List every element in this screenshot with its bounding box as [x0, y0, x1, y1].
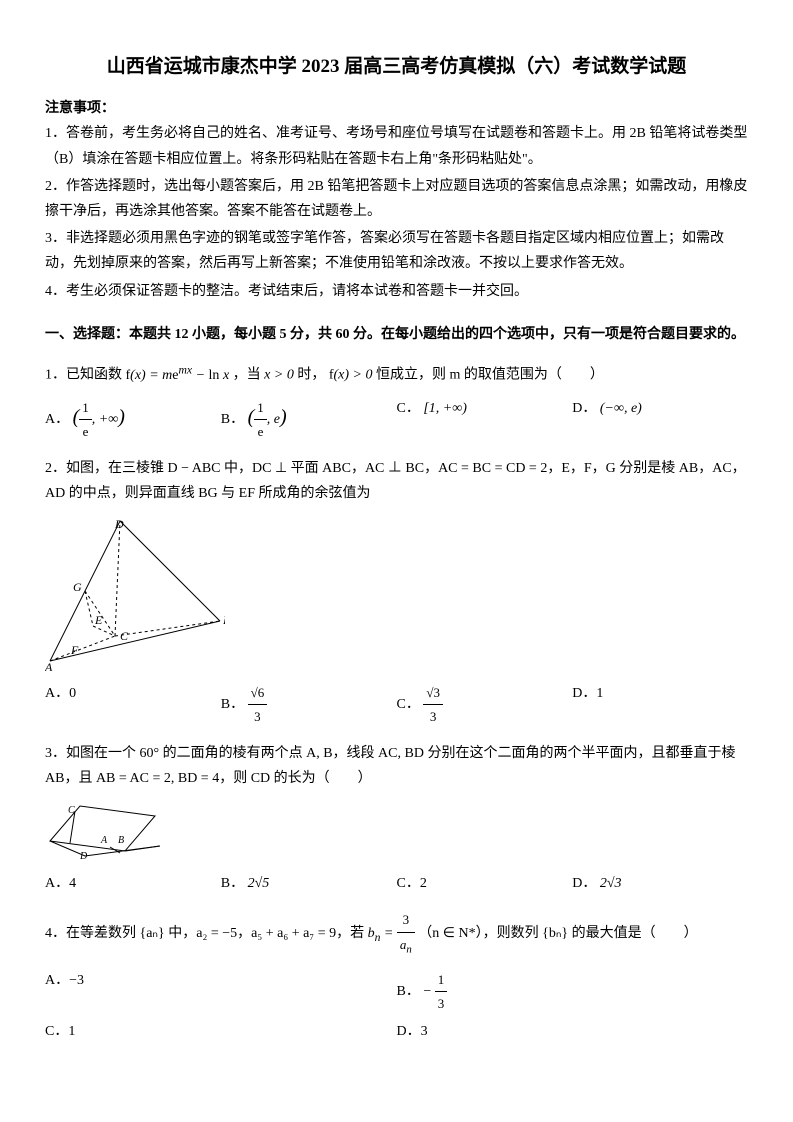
- section-header: 一、选择题：本题共 12 小题，每小题 5 分，共 60 分。在每小题给出的四个…: [45, 322, 748, 347]
- option-content: (: [73, 406, 80, 428]
- q2-options: A．0 B． √63 C． √33 D．1: [45, 681, 748, 729]
- option-content: [1, +∞): [423, 401, 467, 416]
- label-b: B: [223, 613, 225, 627]
- label-b: B: [118, 835, 124, 846]
- option-label: B．: [397, 984, 420, 999]
- label-c: C: [120, 629, 129, 643]
- q4-text: 4．在等差数列 {aₙ} 中，a₂ = −5，a₅ + a₆ + a₇ = 9，…: [45, 926, 368, 941]
- option-b: B． (1e, e): [221, 396, 397, 444]
- question-1: 1．已知函数 f(x) = memx − ln x ，当 x > 0 时， f(…: [45, 359, 748, 388]
- label-c: C: [68, 805, 75, 816]
- option-c: C． √33: [397, 681, 573, 729]
- edge-cd: [115, 521, 120, 636]
- option-label: B．: [221, 876, 244, 891]
- option-c: C． [1, +∞): [397, 396, 573, 444]
- label-d: D: [114, 517, 124, 531]
- option-c: C．2: [397, 871, 573, 896]
- option-content: 2√3: [600, 876, 622, 891]
- option-a: A． (1e, +∞): [45, 396, 221, 444]
- plane-2-edge2: [125, 846, 160, 851]
- option-c: C．1: [45, 1019, 397, 1044]
- option-label: D．: [572, 401, 596, 416]
- notice-item: 4．考生必须保证答题卡的整洁。考试结束后，请将本试卷和答题卡一并交回。: [45, 279, 748, 304]
- option-label: B．: [221, 697, 244, 712]
- q1-formula: f(x) > 0: [329, 368, 373, 383]
- dihedral-figure: C A B D: [45, 801, 160, 861]
- option-d: D．1: [572, 681, 748, 729]
- notice-item: 3．非选择题必须用黑色字迹的钢笔或签字笔作答，答案必须写在答题卡各题目指定区域内…: [45, 226, 748, 276]
- q2-figure: A B C D E F G: [45, 516, 748, 671]
- q4-options: A．−3 B． − 13 C．1 D．3: [45, 968, 748, 1049]
- q1-text: 时，: [297, 368, 325, 383]
- option-content: 2√5: [248, 876, 270, 891]
- question-2: 2．如图，在三棱锥 D − ABC 中，DC ⊥ 平面 ABC，AC ⊥ BC，…: [45, 456, 748, 506]
- q1-text: 恒成立，则 m 的取值范围为（ ）: [376, 368, 604, 383]
- option-content: (−∞, e): [600, 401, 642, 416]
- label-g: G: [73, 580, 82, 594]
- option-label: C．: [397, 401, 420, 416]
- option-a: A．−3: [45, 968, 397, 1016]
- q1-formula: f(x) = memx − ln x: [126, 368, 230, 383]
- option-minus: −: [423, 984, 431, 999]
- question-4: 4．在等差数列 {aₙ} 中，a₂ = −5，a₅ + a₆ + a₇ = 9，…: [45, 908, 748, 959]
- label-e: E: [94, 613, 103, 627]
- label-f: F: [70, 643, 79, 657]
- exam-title: 山西省运城市康杰中学 2023 届高三高考仿真模拟（六）考试数学试题: [45, 50, 748, 84]
- q3-figure: C A B D: [45, 801, 748, 861]
- option-d: D．3: [397, 1019, 749, 1044]
- option-a: A．0: [45, 681, 221, 729]
- notice-item: 2．作答选择题时，选出每小题答案后，用 2B 铅笔把答题卡上对应题目选项的答案信…: [45, 174, 748, 224]
- option-d: D． 2√3: [572, 871, 748, 896]
- q1-formula: x > 0: [264, 368, 294, 383]
- option-label: B．: [221, 412, 244, 427]
- option-label: D．: [572, 876, 596, 891]
- label-a: A: [45, 660, 53, 671]
- label-d: D: [79, 851, 88, 861]
- option-label: A．: [45, 412, 69, 427]
- notice-item: 1．答卷前，考生务必将自己的姓名、准考证号、考场号和座位号填写在试题卷和答题卡上…: [45, 121, 748, 171]
- notice-header: 注意事项：: [45, 96, 748, 121]
- label-a: A: [100, 835, 108, 846]
- option-b: B． √63: [221, 681, 397, 729]
- option-label: C．: [397, 697, 420, 712]
- edge-bd: [120, 521, 220, 621]
- q3-options: A．4 B． 2√5 C．2 D． 2√3: [45, 871, 748, 896]
- option-b: B． − 13: [397, 968, 749, 1016]
- option-a: A．4: [45, 871, 221, 896]
- tetrahedron-figure: A B C D E F G: [45, 516, 225, 671]
- question-3: 3．如图在一个 60° 的二面角的棱有两个点 A, B，线段 AC, BD 分别…: [45, 741, 748, 791]
- q1-text: 1．已知函数: [45, 368, 126, 383]
- q4-text: （n ∈ N*），则数列 {bₙ} 的最大值是（ ）: [418, 926, 697, 941]
- q1-options: A． (1e, +∞) B． (1e, e) C． [1, +∞) D． (−∞…: [45, 396, 748, 444]
- q4-formula: bn =: [368, 926, 397, 941]
- option-b: B． 2√5: [221, 871, 397, 896]
- option-d: D． (−∞, e): [572, 396, 748, 444]
- q1-text: ，当: [233, 368, 265, 383]
